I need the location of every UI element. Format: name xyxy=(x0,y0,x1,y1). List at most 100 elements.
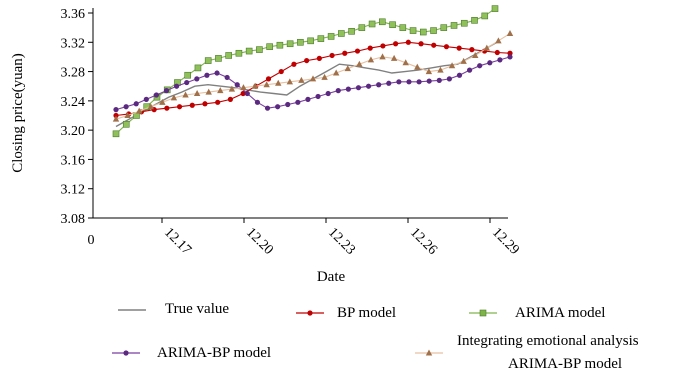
data-point xyxy=(153,92,160,98)
data-point xyxy=(256,46,263,53)
data-point xyxy=(365,83,372,89)
data-point xyxy=(356,60,363,67)
legend-integrating-marker xyxy=(425,349,433,356)
legend-integrating-label-line1: Integrating emotional analysis xyxy=(457,333,639,349)
data-point xyxy=(228,85,236,92)
data-point xyxy=(245,47,253,55)
data-point xyxy=(402,59,409,66)
data-point xyxy=(507,50,513,56)
data-point xyxy=(291,61,297,67)
y-tick-label: 3.20 xyxy=(61,124,86,139)
x-ticks: 12.17 12.20 12.23 12.26 12.29 xyxy=(161,218,522,258)
data-point xyxy=(214,70,220,76)
data-point xyxy=(495,37,502,44)
legend-arima-label: ARIMA model xyxy=(515,305,605,321)
x-tick-label: 12.17 xyxy=(161,225,194,258)
series-bp-model xyxy=(113,39,513,119)
data-point xyxy=(133,101,139,107)
x-tick-label: 12.29 xyxy=(489,225,522,258)
data-point xyxy=(265,76,272,82)
legend-true-value-label: True value xyxy=(165,301,229,317)
data-point xyxy=(254,99,261,105)
data-point xyxy=(325,90,331,97)
data-point xyxy=(295,99,301,105)
data-point xyxy=(225,52,232,59)
data-point xyxy=(506,30,514,36)
data-point xyxy=(348,28,355,35)
data-point xyxy=(483,44,491,51)
data-point xyxy=(414,63,421,70)
legend-item-arima-bp-model: ARIMA-BP model xyxy=(112,345,271,361)
data-point xyxy=(443,44,450,50)
data-point xyxy=(244,90,250,97)
data-point xyxy=(205,88,212,95)
data-point xyxy=(436,77,442,83)
data-point xyxy=(112,130,120,138)
data-point xyxy=(240,90,246,97)
data-point xyxy=(124,112,131,118)
data-point xyxy=(176,104,183,110)
y-ticks: 3.08 3.12 3.16 3.20 3.24 3.28 3.32 3.36 xyxy=(61,7,93,227)
data-point xyxy=(386,80,392,86)
data-point xyxy=(332,69,340,76)
y-axis-title: Closing price(yuan) xyxy=(10,53,26,173)
data-point xyxy=(342,50,348,56)
data-point xyxy=(147,103,154,110)
legend-bp-label: BP model xyxy=(337,305,396,321)
data-point xyxy=(266,43,273,50)
data-point xyxy=(456,45,462,51)
x-tick-label: 12.23 xyxy=(325,225,358,258)
data-point xyxy=(251,82,259,89)
data-point xyxy=(113,112,119,119)
y-tick-label: 3.32 xyxy=(61,36,86,51)
data-point xyxy=(304,57,310,64)
series-layer xyxy=(112,5,514,138)
data-point xyxy=(425,68,433,75)
y-tick-label: 3.24 xyxy=(61,95,86,110)
data-point xyxy=(431,42,437,48)
data-point xyxy=(481,12,489,20)
data-point xyxy=(367,45,373,51)
data-point xyxy=(448,62,456,69)
data-point xyxy=(437,66,444,73)
data-point xyxy=(345,86,351,92)
data-point xyxy=(316,55,322,61)
data-point xyxy=(497,57,503,63)
data-point xyxy=(376,82,382,88)
data-point xyxy=(406,79,412,85)
data-point xyxy=(276,41,284,49)
data-point xyxy=(466,67,473,73)
data-point xyxy=(440,24,448,31)
data-point xyxy=(335,88,341,94)
data-point xyxy=(379,18,386,26)
data-point xyxy=(193,90,201,97)
data-point xyxy=(305,96,311,102)
data-point xyxy=(317,35,325,42)
data-point xyxy=(450,22,458,29)
data-point xyxy=(174,83,180,89)
data-point xyxy=(285,101,291,108)
data-point xyxy=(215,99,221,105)
data-point xyxy=(170,94,178,101)
legend-arima-bp-label: ARIMA-BP model xyxy=(157,345,271,361)
data-point xyxy=(263,81,270,88)
data-point xyxy=(135,107,143,114)
data-point xyxy=(405,39,411,45)
data-point xyxy=(419,28,427,36)
data-point xyxy=(164,105,170,111)
data-point xyxy=(182,91,189,98)
x-axis-title: Date xyxy=(317,269,346,285)
data-point xyxy=(234,82,240,88)
data-point xyxy=(471,17,478,24)
data-point xyxy=(264,105,271,111)
data-point xyxy=(338,30,345,37)
data-point xyxy=(286,40,294,48)
data-point xyxy=(309,75,317,82)
data-point xyxy=(355,85,362,91)
data-point xyxy=(315,93,321,100)
data-point xyxy=(143,96,149,102)
data-point xyxy=(122,120,130,128)
legend-integrating-label-line2: ARIMA-BP model xyxy=(508,356,622,372)
data-point xyxy=(298,76,305,83)
